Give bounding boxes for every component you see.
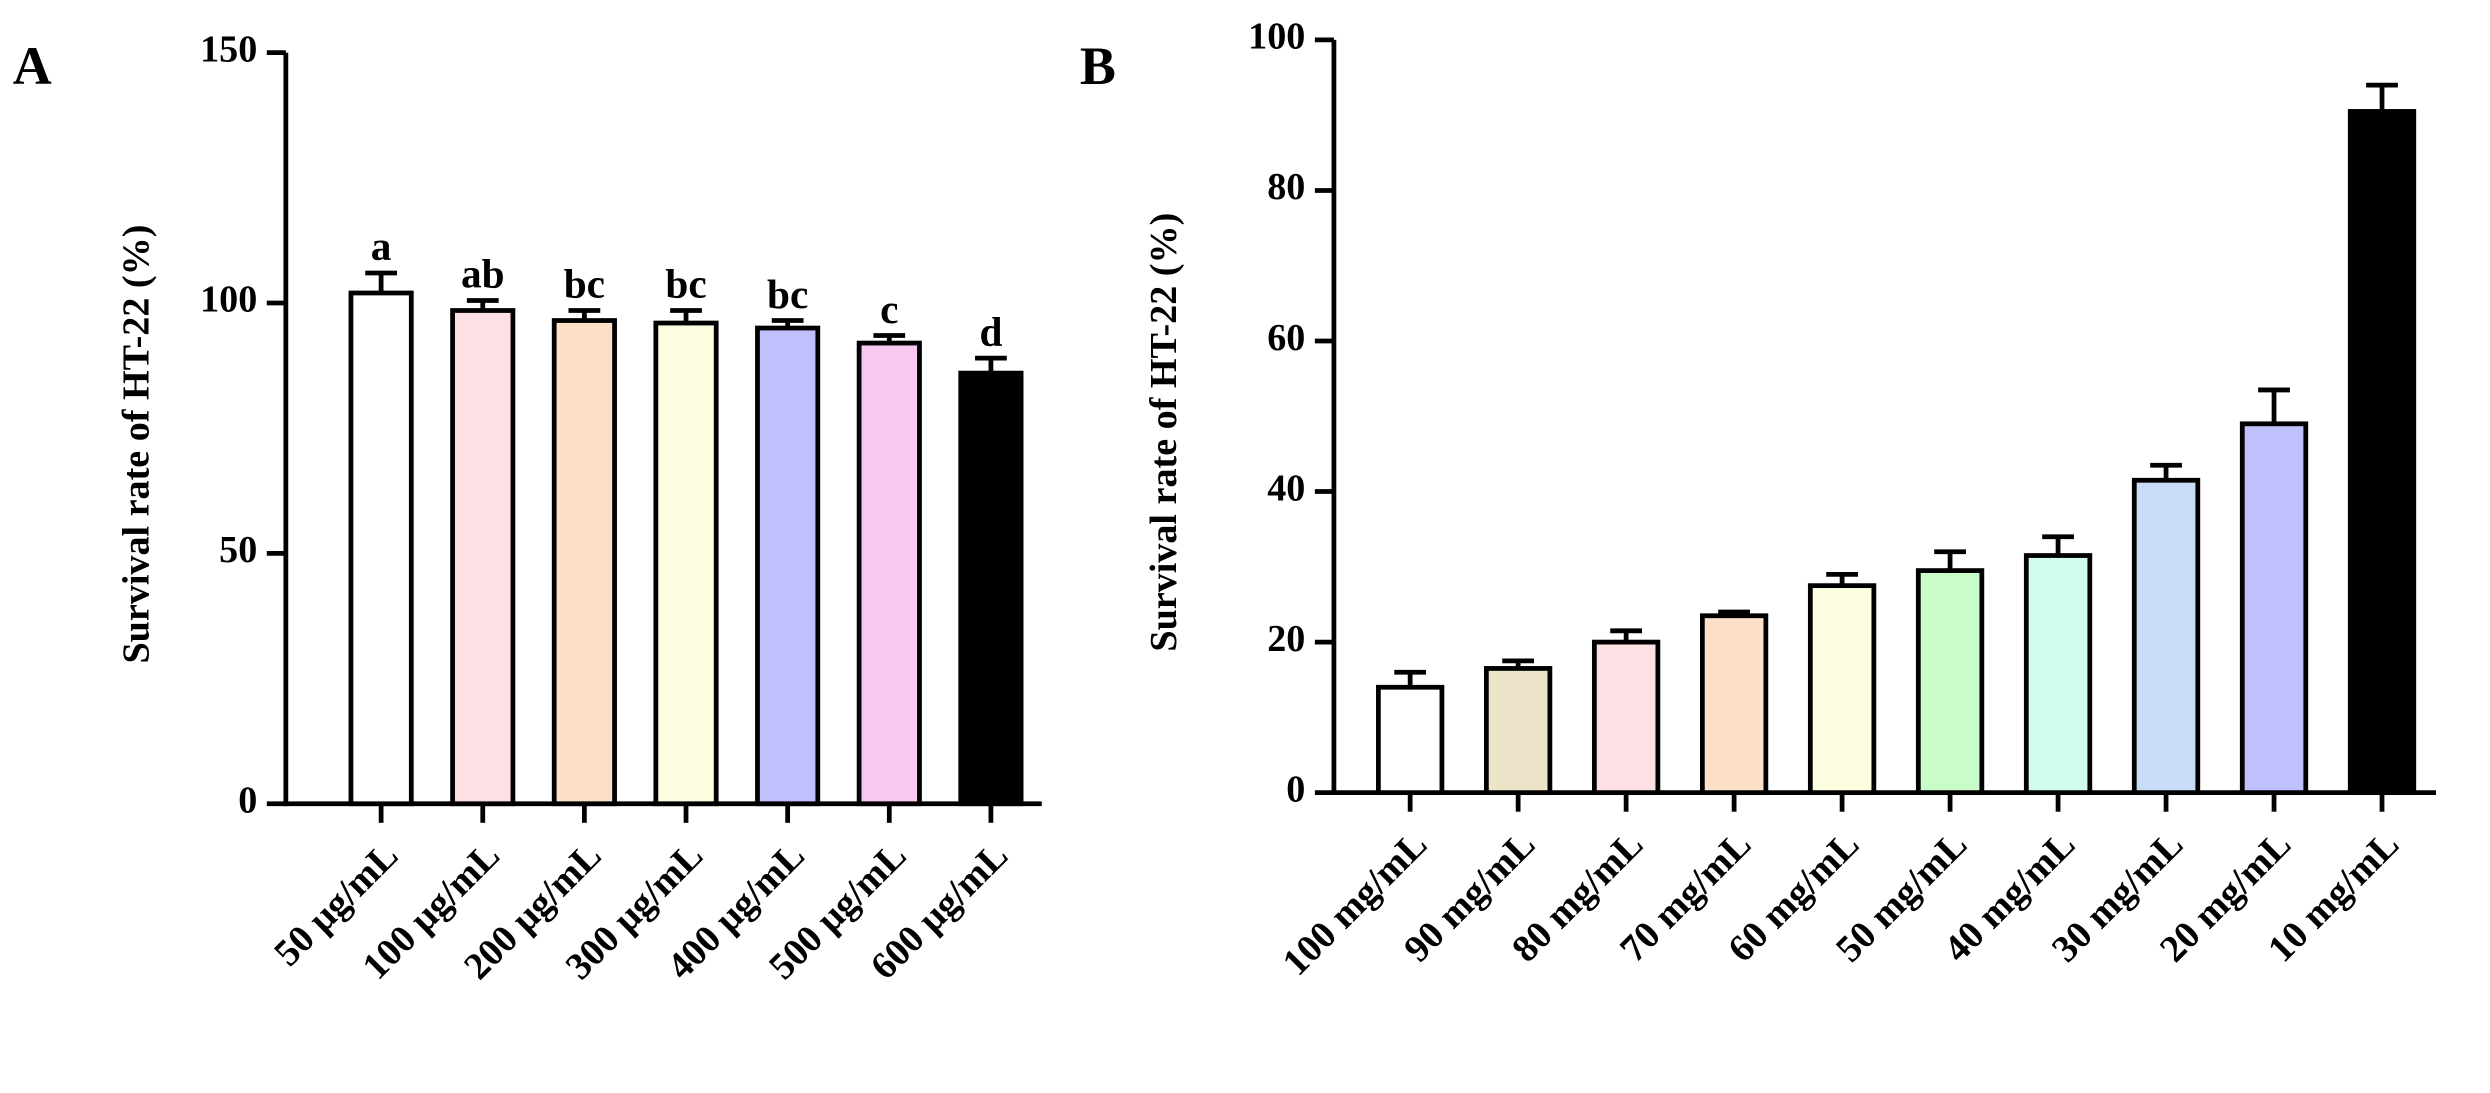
y-axis-label: Survival rate of HT-22 (%) — [115, 225, 157, 664]
significance-label: ab — [461, 251, 505, 297]
bar — [450, 308, 516, 807]
bar — [653, 320, 719, 807]
bar — [1591, 639, 1661, 796]
y-tick-label: 50 — [219, 529, 257, 571]
y-tick-label: 60 — [1267, 317, 1305, 359]
y-tick-label: 100 — [1248, 16, 1305, 58]
significance-label: bc — [564, 261, 605, 307]
bar — [2239, 421, 2309, 796]
y-tick-label: 40 — [1267, 467, 1305, 509]
bar — [1915, 568, 1985, 796]
significance-label: bc — [767, 271, 808, 317]
bar — [348, 290, 414, 807]
y-tick-label: 0 — [238, 780, 257, 822]
x-tick-label: 100 mg/mL — [1275, 823, 1436, 984]
panel-label: A — [13, 36, 52, 96]
bar — [551, 318, 617, 807]
bar — [2347, 109, 2417, 796]
bar — [2023, 553, 2093, 796]
y-tick-label: 20 — [1267, 618, 1305, 660]
significance-label: c — [880, 286, 898, 332]
bar — [1483, 666, 1553, 796]
bar — [2131, 477, 2201, 796]
y-tick-label: 100 — [200, 279, 257, 321]
y-tick-label: 150 — [200, 28, 257, 70]
y-axis-label: Survival rate of HT-22 (%) — [1143, 213, 1185, 652]
y-tick-label: 80 — [1267, 166, 1305, 208]
significance-label: a — [371, 223, 392, 269]
y-tick-label: 0 — [1286, 768, 1305, 810]
bar — [1699, 613, 1769, 796]
bar — [856, 340, 922, 807]
significance-label: bc — [665, 261, 706, 307]
bar — [755, 325, 821, 807]
panel-label: B — [1080, 36, 1116, 96]
bar — [1807, 583, 1877, 796]
bar — [1376, 684, 1445, 796]
significance-label: d — [979, 308, 1002, 354]
bar — [958, 370, 1024, 807]
